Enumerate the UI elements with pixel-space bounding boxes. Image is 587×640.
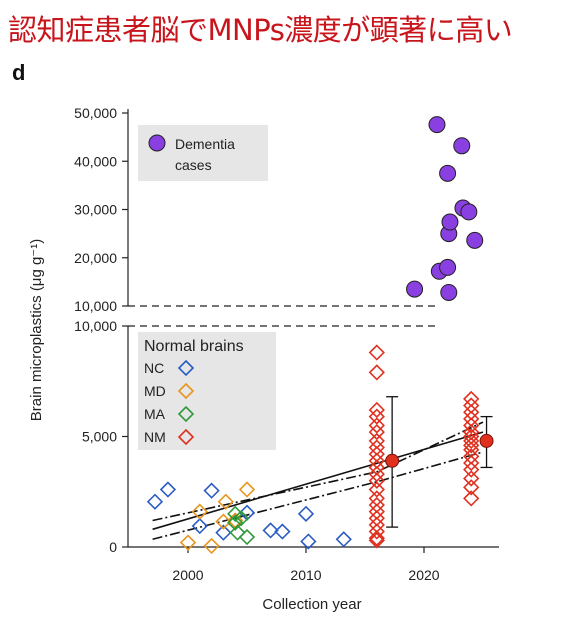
dementia-legend-label-2: cases [175, 157, 212, 173]
point-nm [368, 472, 385, 489]
point-nc [146, 493, 164, 510]
legend-label-md: MD [144, 383, 166, 399]
summary-mean-point [479, 433, 494, 448]
trend-lines [152, 421, 484, 541]
point-nm [463, 417, 480, 434]
dementia-legend-marker [148, 134, 166, 152]
trend-fit-line [152, 431, 484, 531]
point-ma [229, 524, 246, 541]
panel-letter: d [12, 60, 26, 85]
legend-label-ma: MA [144, 406, 166, 422]
point-nm [368, 481, 385, 498]
point-md [191, 503, 208, 520]
point-nc [262, 522, 279, 539]
trend-ci-upper [152, 421, 484, 522]
legend-label-nc: NC [144, 360, 164, 376]
trend-ci-lower [152, 451, 484, 541]
x-tick-label: 2020 [408, 567, 439, 583]
point-dementia [441, 213, 459, 231]
point-dementia [406, 280, 424, 298]
point-md [238, 481, 256, 498]
point-nc [215, 524, 232, 541]
point-dementia [428, 116, 446, 134]
point-nm [463, 437, 480, 454]
x-tick-label: 2000 [172, 567, 203, 583]
point-nc [297, 505, 315, 522]
point-nc [203, 482, 220, 499]
point-ma [227, 514, 244, 531]
point-nm [368, 344, 385, 361]
y-tick-label: 30,000 [74, 202, 117, 218]
point-nc [191, 517, 208, 535]
point-nc [274, 523, 291, 540]
chart-axes: 10,000 20,000 30,000 40,000 50,000 0 5,000 10,0… [74, 105, 499, 583]
chart-marks [146, 116, 494, 555]
point-nm [368, 523, 385, 540]
y-tick-label: 50,000 [74, 105, 117, 121]
point-nm [368, 530, 385, 547]
dementia-legend-box [138, 125, 268, 181]
point-nm [463, 461, 480, 478]
point-nc [300, 533, 317, 550]
point-nm [463, 490, 480, 507]
point-md [217, 493, 234, 510]
y-tick-label: 5,000 [82, 429, 117, 445]
point-nm [463, 432, 480, 450]
y-tick-label: 40,000 [74, 153, 117, 169]
y-tick-label: 10,000 [74, 298, 117, 314]
y-tick-label: 10,000 [74, 318, 117, 334]
normal-legend-title: Normal brains [144, 338, 244, 355]
point-nm [463, 470, 480, 487]
x-axis-label: Collection year [262, 596, 361, 613]
point-nm [368, 423, 385, 441]
y-tick-label: 0 [109, 539, 117, 555]
point-dementia [466, 231, 484, 249]
legend-marker-nc [177, 359, 195, 377]
headline: 認知症患者脳でMNPs濃度が顕著に高い [8, 13, 513, 47]
point-nm [368, 532, 385, 549]
summary-mean-point [385, 453, 400, 468]
point-nm [463, 454, 480, 472]
point-nm [463, 479, 480, 496]
point-ma [238, 528, 256, 546]
point-dementia [439, 164, 457, 182]
point-nm [368, 417, 385, 434]
legend-marker-nm [177, 428, 195, 446]
legend-marker-ma [177, 405, 195, 423]
point-dementia [439, 258, 457, 276]
chart-legends: Dementia cases Normal brains NC MD MA NM [138, 125, 276, 450]
normal-legend-box [138, 332, 276, 450]
point-md [215, 513, 232, 530]
point-nm [368, 408, 385, 425]
dementia-legend-label: Dementia [175, 136, 235, 152]
point-md [203, 537, 220, 555]
point-nc [335, 531, 352, 548]
legend-marker-md [177, 382, 195, 400]
y-axis-label: Brain microplastics (μg g⁻¹) [28, 239, 45, 421]
point-nm [368, 364, 385, 381]
y-tick-label: 20,000 [74, 250, 117, 266]
point-ma [232, 510, 250, 527]
point-nm [368, 401, 385, 419]
point-dementia [453, 137, 471, 155]
point-nc [159, 481, 177, 498]
legend-label-nm: NM [144, 429, 166, 445]
x-tick-label: 2010 [290, 567, 321, 583]
point-dementia [440, 283, 458, 301]
point-md [179, 534, 197, 551]
point-nm [368, 465, 385, 483]
point-dementia [460, 203, 478, 221]
